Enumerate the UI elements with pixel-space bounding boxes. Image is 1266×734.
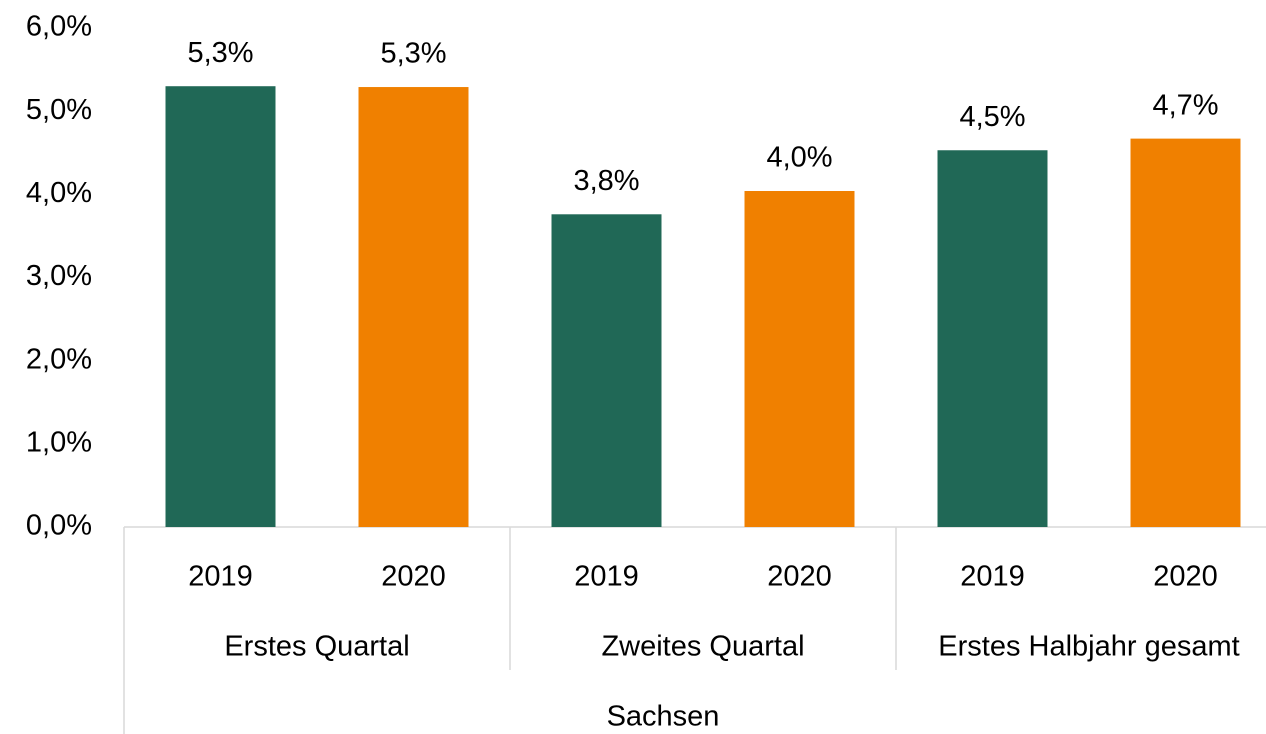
- data-label: 4,7%: [1152, 89, 1218, 121]
- data-label: 4,5%: [959, 101, 1025, 133]
- x-tick-label: 2020: [1153, 561, 1218, 593]
- y-tick-label: 3,0%: [26, 260, 92, 292]
- bar: [1130, 138, 1241, 527]
- group-label: Sachsen: [607, 701, 720, 733]
- bar: [937, 150, 1048, 527]
- y-tick-label: 4,0%: [26, 177, 92, 209]
- y-tick-label: 0,0%: [26, 510, 92, 542]
- x-tick-label: 2020: [381, 561, 446, 593]
- data-label: 5,3%: [187, 37, 253, 69]
- data-label: 3,8%: [573, 165, 639, 197]
- bar: [551, 214, 662, 527]
- bar: [165, 86, 276, 527]
- x-tick-label: 2020: [767, 561, 832, 593]
- bar: [358, 87, 469, 527]
- x-tick-label: 2019: [574, 561, 639, 593]
- data-label: 4,0%: [766, 142, 832, 174]
- x-tick-label: 2019: [188, 561, 253, 593]
- category-label: Erstes Quartal: [224, 631, 409, 663]
- y-tick-label: 5,0%: [26, 94, 92, 126]
- y-tick-label: 1,0%: [26, 426, 92, 458]
- x-tick-label: 2019: [960, 561, 1025, 593]
- category-label: Zweites Quartal: [601, 631, 804, 663]
- category-label: Erstes Halbjahr gesamt: [938, 631, 1239, 663]
- bar: [744, 191, 855, 528]
- y-tick-label: 2,0%: [26, 343, 92, 375]
- data-label: 5,3%: [380, 38, 446, 70]
- y-tick-label: 6,0%: [26, 11, 92, 43]
